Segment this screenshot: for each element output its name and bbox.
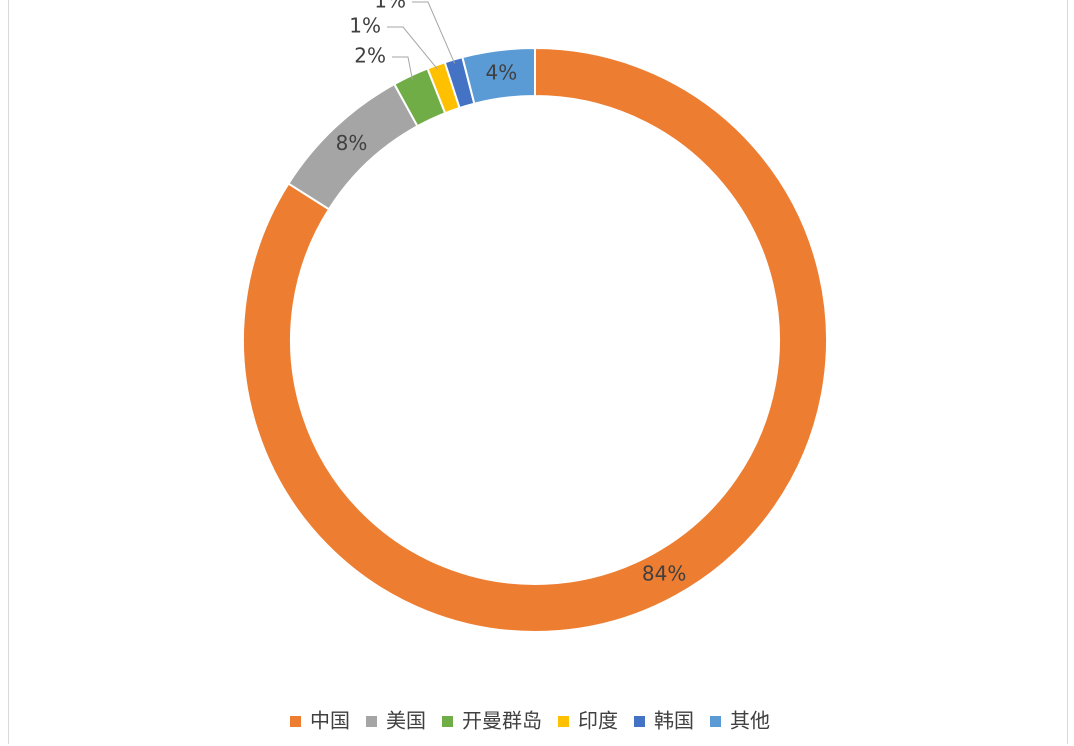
legend-label-3: 印度	[578, 709, 618, 733]
leader-line-2	[392, 56, 413, 80]
leader-line-4	[412, 1, 456, 64]
slice-label-4: 1%	[374, 0, 406, 13]
slice-label-1: 8%	[336, 131, 368, 155]
chart-frame	[8, 0, 1068, 744]
slice-label-0: 84%	[642, 561, 686, 585]
leader-line-3	[387, 26, 438, 70]
legend-label-0: 中国	[310, 709, 350, 733]
slice-0	[242, 46, 828, 633]
legend-swatch-4	[634, 716, 645, 727]
slice-5	[461, 46, 536, 105]
legend-label-4: 韩国	[654, 709, 694, 733]
labels-group: 84% 8% 2% 1%1% 4%	[336, 0, 687, 585]
legend-swatch-5	[710, 716, 721, 727]
legend-label-1: 美国	[386, 709, 426, 733]
slice-label-5: 4%	[486, 61, 518, 85]
legend-swatch-3	[558, 716, 569, 727]
legend-label-2: 开曼群岛	[462, 709, 542, 733]
legend: 中国 美国 开曼群岛 印度 韩国 其他	[290, 709, 770, 733]
slices-group	[242, 46, 828, 633]
legend-swatch-1	[366, 716, 377, 727]
slice-label-3: 1%	[349, 14, 381, 38]
legend-swatch-0	[290, 716, 301, 727]
legend-swatch-2	[442, 716, 453, 727]
legend-label-5: 其他	[730, 709, 770, 733]
slice-label-2: 2%	[354, 44, 386, 68]
